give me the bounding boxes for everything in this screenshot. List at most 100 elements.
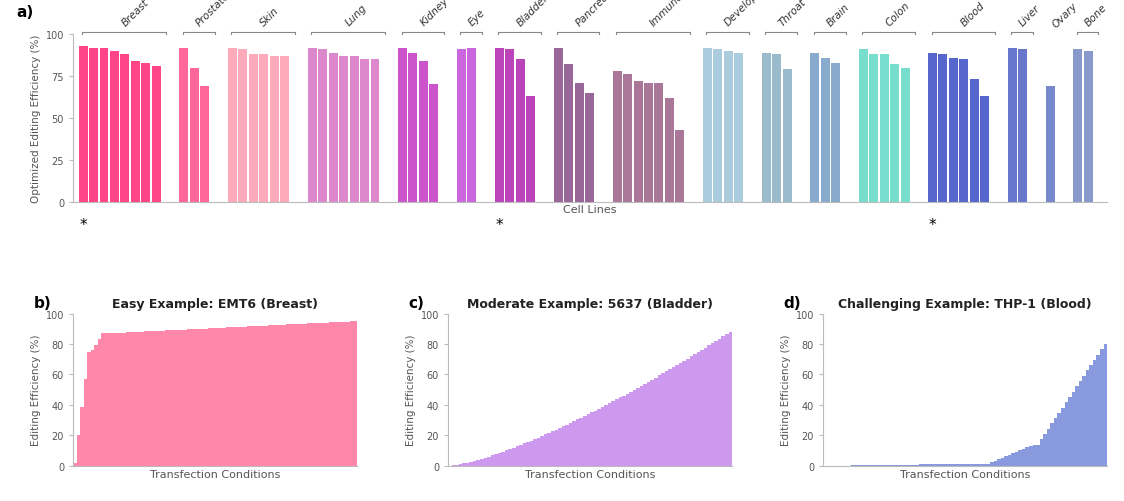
Bar xyxy=(290,325,293,466)
Bar xyxy=(123,333,126,466)
Bar xyxy=(669,370,672,466)
Bar xyxy=(162,331,165,466)
Bar xyxy=(508,449,511,466)
Bar xyxy=(994,461,997,466)
Bar xyxy=(987,463,990,466)
Bar xyxy=(593,411,597,466)
Bar xyxy=(901,465,905,466)
Bar xyxy=(1046,429,1050,466)
Bar xyxy=(587,414,590,466)
Bar xyxy=(572,421,575,466)
Text: Blood: Blood xyxy=(959,1,987,29)
Text: Kidney: Kidney xyxy=(418,0,451,29)
Bar xyxy=(308,49,317,202)
Bar xyxy=(462,463,465,466)
Text: Prostate: Prostate xyxy=(194,0,232,29)
Bar xyxy=(682,361,686,466)
Bar xyxy=(676,365,679,466)
Bar xyxy=(890,65,899,202)
Bar xyxy=(456,50,465,202)
Bar xyxy=(248,55,257,202)
Bar xyxy=(1100,350,1104,466)
Bar xyxy=(990,462,994,466)
Bar xyxy=(622,396,626,466)
Bar xyxy=(644,84,653,202)
Bar xyxy=(1050,423,1054,466)
Bar xyxy=(236,327,239,466)
Bar xyxy=(526,442,529,466)
Bar xyxy=(626,394,629,466)
Bar xyxy=(1061,408,1064,466)
Bar xyxy=(1015,452,1018,466)
Bar xyxy=(939,55,948,202)
Bar xyxy=(1025,447,1028,466)
Bar xyxy=(949,59,958,202)
Text: *: * xyxy=(928,217,936,232)
Bar xyxy=(172,330,176,466)
Bar xyxy=(1036,445,1040,466)
Bar xyxy=(887,465,890,466)
Bar xyxy=(339,322,343,466)
Bar xyxy=(465,463,470,466)
Bar xyxy=(715,341,718,466)
Bar xyxy=(970,80,979,202)
Bar xyxy=(495,49,504,202)
Bar xyxy=(821,59,830,202)
Bar xyxy=(883,465,887,466)
Bar xyxy=(505,450,508,466)
Bar xyxy=(562,426,565,466)
Bar xyxy=(120,55,129,202)
Bar xyxy=(193,329,198,466)
Bar xyxy=(134,332,137,466)
Bar xyxy=(350,57,359,202)
Bar xyxy=(1097,355,1100,466)
Text: Development: Development xyxy=(723,0,780,29)
Bar xyxy=(419,62,428,202)
Bar xyxy=(233,328,236,466)
Text: Colon: Colon xyxy=(885,1,912,29)
Bar xyxy=(80,407,83,466)
Bar xyxy=(541,436,544,466)
Bar xyxy=(110,52,119,202)
Bar xyxy=(272,326,275,466)
Bar xyxy=(972,464,976,466)
Text: *: * xyxy=(79,217,87,232)
Bar xyxy=(88,352,91,466)
Bar xyxy=(923,464,926,466)
Bar xyxy=(618,398,622,466)
Bar xyxy=(205,329,208,466)
Bar xyxy=(155,331,158,466)
Bar xyxy=(961,464,966,466)
Bar xyxy=(724,52,733,202)
Bar xyxy=(597,409,600,466)
Bar xyxy=(700,350,704,466)
Bar xyxy=(672,367,676,466)
Title: Challenging Example: THP-1 (Blood): Challenging Example: THP-1 (Blood) xyxy=(839,297,1091,310)
Bar xyxy=(339,57,348,202)
Bar xyxy=(470,462,473,466)
Bar xyxy=(270,57,279,202)
Bar xyxy=(279,325,282,466)
Bar xyxy=(495,454,498,466)
Bar xyxy=(247,327,251,466)
Bar xyxy=(180,49,189,202)
Bar xyxy=(176,330,180,466)
Bar xyxy=(665,99,674,202)
Bar xyxy=(343,322,346,466)
Text: Skin: Skin xyxy=(259,6,281,29)
Bar xyxy=(265,326,269,466)
Bar xyxy=(762,54,771,202)
Bar xyxy=(523,443,526,466)
Bar xyxy=(1004,456,1008,466)
Bar xyxy=(1073,50,1082,202)
Bar xyxy=(651,380,654,466)
Bar xyxy=(980,97,989,202)
Text: b): b) xyxy=(34,296,51,311)
Bar xyxy=(79,47,88,202)
Bar xyxy=(976,464,979,466)
Bar xyxy=(223,328,226,466)
Bar xyxy=(1093,360,1097,466)
Bar xyxy=(734,54,743,202)
Bar xyxy=(554,49,563,202)
Bar xyxy=(613,72,622,202)
